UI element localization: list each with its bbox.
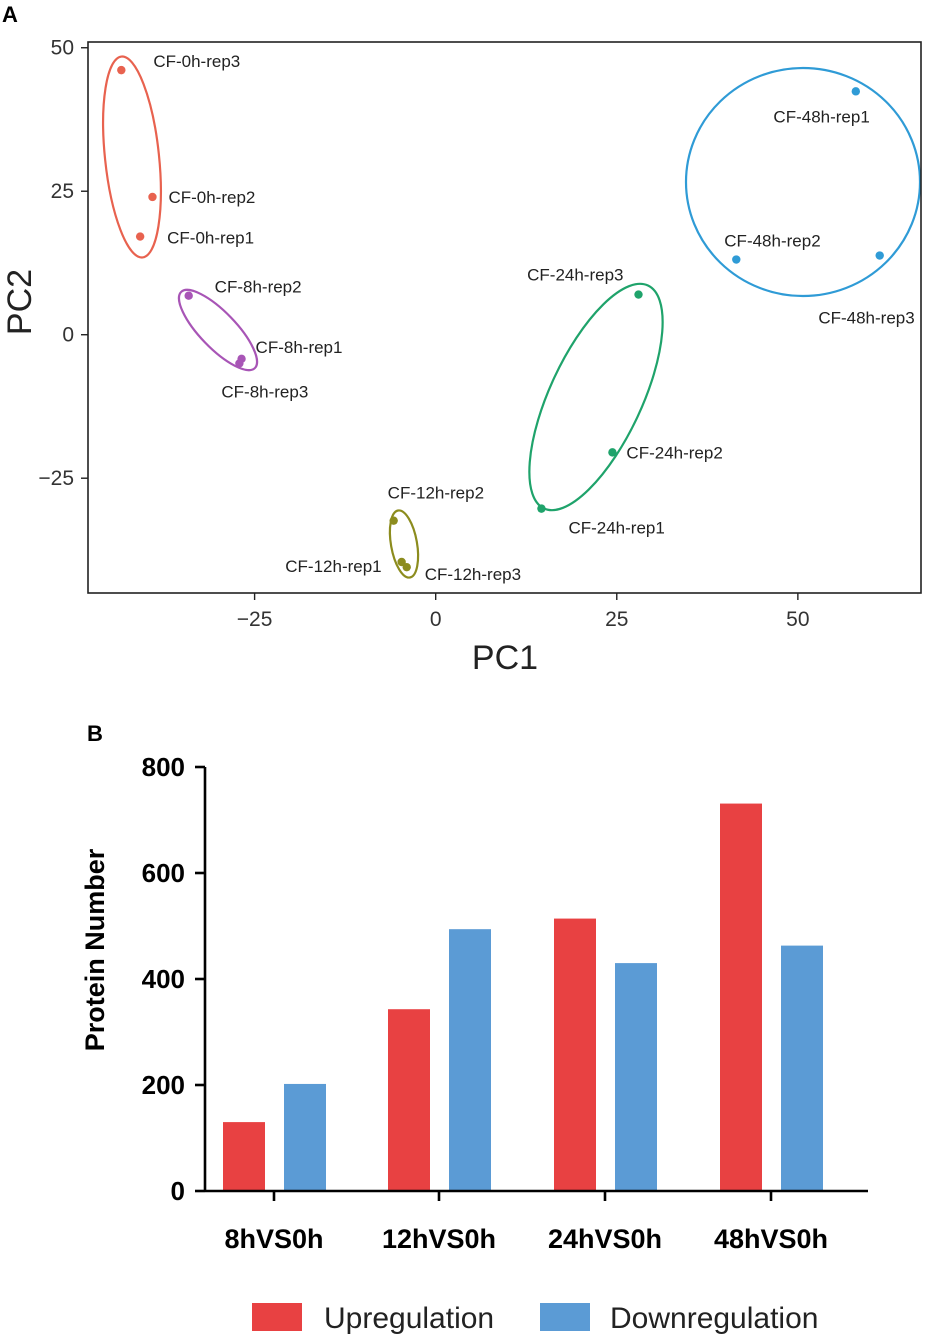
- pca-point-label: CF-48h-rep3: [818, 309, 914, 328]
- pca-group-ellipse: [388, 509, 420, 579]
- pca-group-ellipse: [684, 66, 922, 298]
- pca-point: [851, 87, 861, 96]
- bar-category-label: 8hVS0h: [224, 1224, 323, 1254]
- pca-point: [875, 251, 884, 260]
- bar-panel: B 0 200 400 600 800 8hVS0h 12hVS0h 24hVS0h 48hV…: [80, 721, 868, 1335]
- pca-x-tick-label: 25: [605, 608, 628, 631]
- pca-panel: A −25 0 25 50 50 25 0 −25 CF-0h-rep3 CF-0h-rep2…: [1, 2, 922, 677]
- bar-bars: [223, 803, 823, 1191]
- pca-y-axis-label: PC2: [1, 269, 39, 335]
- bar-category-label: 48hVS0h: [714, 1224, 828, 1254]
- bar-x-axis: 8hVS0h 12hVS0h 24hVS0h 48hVS0h: [205, 1189, 868, 1254]
- bar-upregulation: [720, 803, 762, 1191]
- pca-point-label: CF-8h-rep3: [221, 382, 308, 401]
- bar-upregulation: [554, 918, 596, 1191]
- legend-label: Downregulation: [610, 1302, 818, 1335]
- legend-swatch: [540, 1303, 590, 1331]
- pca-point: [148, 192, 157, 202]
- pca-y-tick-label: 0: [62, 324, 74, 347]
- bar-upregulation: [223, 1122, 265, 1191]
- pca-point-label: CF-24h-rep3: [527, 266, 623, 285]
- pca-point-label: CF-0h-rep3: [153, 52, 240, 71]
- pca-point: [537, 504, 546, 513]
- pca-point-label: CF-12h-rep3: [425, 565, 521, 584]
- pca-y-tick-label: −25: [38, 467, 74, 490]
- pca-y-tick-label: 25: [51, 180, 74, 203]
- bar-category-label: 24hVS0h: [548, 1224, 662, 1254]
- pca-group-ellipse: [177, 288, 259, 372]
- bar-y-axis-label: Protein Number: [80, 848, 110, 1051]
- pca-point-label: CF-24h-rep1: [568, 519, 664, 538]
- pca-ellipses: [102, 55, 922, 579]
- panel-a-letter: A: [2, 2, 18, 27]
- pca-point-label: CF-12h-rep1: [285, 557, 381, 576]
- pca-x-axis: −25 0 25 50: [237, 593, 810, 631]
- pca-point-label: CF-8h-rep1: [256, 338, 343, 357]
- pca-y-axis: 50 25 0 −25: [38, 37, 88, 490]
- bar-y-tick-label: 200: [142, 1070, 185, 1100]
- pca-point-label: CF-0h-rep2: [168, 188, 255, 207]
- bar-category-label: 12hVS0h: [382, 1224, 496, 1254]
- bar-downregulation: [449, 929, 491, 1191]
- legend-label: Upregulation: [324, 1302, 494, 1335]
- pca-point: [389, 516, 398, 525]
- bar-y-axis: 0 200 400 600 800: [142, 752, 207, 1206]
- pca-point: [732, 255, 741, 264]
- pca-points: CF-0h-rep3 CF-0h-rep2 CF-0h-rep1 CF-8h-rep2…: [117, 52, 915, 584]
- pca-point-label: CF-48h-rep2: [724, 232, 820, 251]
- bar-downregulation: [284, 1083, 326, 1191]
- pca-x-tick-label: 0: [430, 608, 442, 631]
- bar-y-tick-label: 400: [142, 964, 185, 994]
- bar-upregulation: [388, 1009, 430, 1191]
- pca-point-label: CF-12h-rep2: [388, 484, 484, 503]
- pca-point-label: CF-8h-rep2: [215, 278, 302, 297]
- bar-legend: Upregulation Downregulation: [252, 1302, 818, 1335]
- pca-point: [608, 448, 617, 457]
- pca-group-ellipse: [528, 282, 664, 512]
- pca-point: [402, 562, 411, 572]
- pca-point: [397, 557, 406, 567]
- bar-y-tick-label: 800: [142, 752, 185, 782]
- pca-x-axis-label: PC1: [472, 639, 538, 677]
- bar-downregulation: [615, 963, 657, 1191]
- pca-point: [634, 290, 643, 299]
- pca-plot-frame: [87, 41, 922, 594]
- pca-point: [135, 232, 145, 241]
- pca-point-label: CF-24h-rep2: [626, 443, 722, 462]
- legend-swatch: [252, 1303, 302, 1331]
- pca-point-label: CF-48h-rep1: [773, 107, 869, 126]
- pca-group-ellipse: [102, 55, 162, 259]
- pca-point: [235, 359, 244, 368]
- pca-point-label: CF-0h-rep1: [167, 229, 254, 248]
- bar-y-tick-label: 600: [142, 858, 185, 888]
- pca-point: [117, 65, 126, 75]
- pca-y-tick-label: 50: [51, 37, 74, 60]
- pca-point: [184, 291, 193, 300]
- pca-x-tick-label: 50: [786, 608, 809, 631]
- panel-b-letter: B: [87, 721, 103, 746]
- bar-downregulation: [781, 945, 823, 1191]
- pca-x-tick-label: −25: [237, 608, 273, 631]
- bar-y-tick-label: 0: [171, 1176, 185, 1206]
